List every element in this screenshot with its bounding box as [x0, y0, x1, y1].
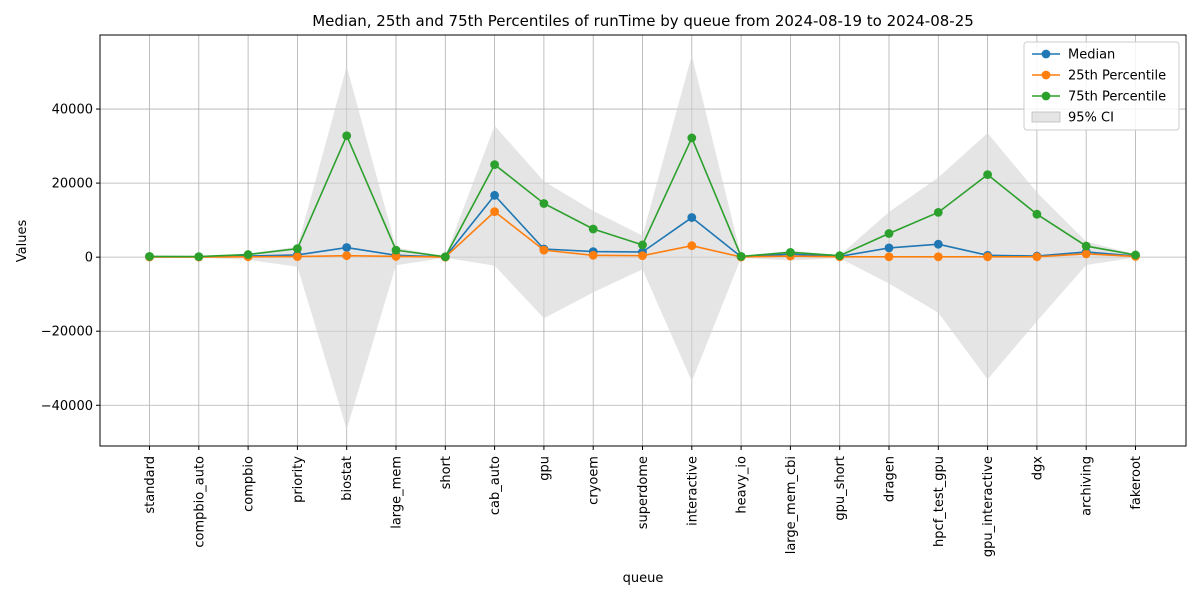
- data-point-25th-percentile: [884, 252, 894, 262]
- data-point-25th-percentile: [933, 252, 943, 262]
- x-tick-label: gpu: [537, 456, 552, 481]
- x-tick-label: hpcf_test_gpu: [932, 456, 947, 547]
- data-point-25th-percentile: [1081, 249, 1091, 259]
- data-point-75th-percentile: [884, 229, 894, 238]
- x-tick-label: dgx: [1030, 456, 1045, 481]
- data-point-75th-percentile: [490, 160, 499, 169]
- data-point-25th-percentile: [539, 245, 549, 255]
- data-point-25th-percentile: [490, 207, 499, 217]
- data-point-75th-percentile: [588, 224, 598, 234]
- data-point-25th-percentile: [588, 250, 598, 260]
- data-point-75th-percentile: [736, 252, 746, 261]
- x-tick-label: large_mem: [390, 456, 405, 529]
- data-point-75th-percentile: [835, 251, 845, 261]
- data-point-median: [933, 239, 943, 249]
- data-point-75th-percentile: [1081, 241, 1091, 251]
- data-point-75th-percentile: [1131, 250, 1140, 260]
- data-point-75th-percentile: [194, 252, 204, 262]
- x-tick-label: gpu_interactive: [981, 456, 996, 557]
- data-point-median: [687, 213, 697, 222]
- x-tick-label: large_mem_cbi: [784, 456, 799, 554]
- legend-box: [1023, 41, 1180, 131]
- data-point-75th-percentile: [1032, 209, 1042, 219]
- data-point-75th-percentile: [145, 252, 154, 261]
- legend-marker-median: [1041, 49, 1051, 59]
- x-tick-label: short: [439, 456, 454, 489]
- y-tick-label: 0: [85, 251, 93, 266]
- x-tick-label: priority: [291, 456, 306, 503]
- data-point-25th-percentile: [638, 251, 647, 261]
- legend-label-25th-percentile: 25th Percentile: [1068, 69, 1166, 84]
- x-tick-label: compbio: [242, 456, 257, 512]
- data-point-75th-percentile: [342, 131, 352, 141]
- x-tick-label: heavy_io: [735, 456, 750, 514]
- data-point-75th-percentile: [687, 133, 697, 143]
- series-75th-percentile: [145, 131, 1140, 262]
- data-point-25th-percentile: [983, 252, 992, 262]
- y-tick-label: 40000: [52, 103, 93, 118]
- y-tick-label: −20000: [41, 325, 93, 340]
- data-point-25th-percentile: [687, 241, 697, 251]
- chart-title: Median, 25th and 75th Percentiles of run…: [312, 12, 974, 30]
- legend-label-ci: 95% CI: [1068, 111, 1114, 126]
- x-tick-label: superdome: [636, 456, 651, 529]
- x-tick-label: dragen: [883, 456, 898, 502]
- legend-label-75th-percentile: 75th Percentile: [1068, 90, 1166, 105]
- series-layer: [145, 131, 1140, 262]
- data-point-75th-percentile: [440, 252, 450, 262]
- x-tick-label: cryoem: [587, 456, 602, 505]
- data-point-75th-percentile: [243, 250, 253, 259]
- data-point-25th-percentile: [391, 252, 401, 261]
- data-point-median: [342, 243, 352, 252]
- x-tick-label: interactive: [685, 456, 700, 526]
- x-tick-label: biostat: [340, 456, 355, 501]
- y-tick-label: 20000: [52, 177, 93, 192]
- x-tick-label: compbio_auto: [192, 456, 207, 548]
- x-tick-label: fakeroot: [1129, 456, 1144, 510]
- data-point-25th-percentile: [293, 252, 302, 262]
- y-tick-label: −40000: [41, 399, 93, 414]
- data-point-75th-percentile: [983, 170, 992, 179]
- legend-label-median: Median: [1068, 48, 1115, 63]
- data-point-75th-percentile: [638, 240, 647, 250]
- legend-marker-75th-percentile: [1041, 91, 1051, 101]
- x-tick-label: gpu_short: [833, 456, 848, 521]
- data-point-25th-percentile: [342, 251, 352, 261]
- x-tick-label: archiving: [1080, 456, 1095, 516]
- legend: Median 25th Percentile 75th Percentile 95% …: [1023, 41, 1180, 131]
- data-point-25th-percentile: [1032, 252, 1042, 262]
- data-point-75th-percentile: [786, 247, 795, 257]
- data-point-75th-percentile: [539, 199, 549, 208]
- data-point-median: [490, 190, 499, 200]
- data-point-75th-percentile: [293, 244, 302, 254]
- data-point-median: [884, 243, 894, 253]
- legend-marker-25th-percentile: [1041, 70, 1051, 80]
- data-point-75th-percentile: [391, 245, 401, 255]
- x-axis-label: queue: [623, 571, 664, 586]
- data-point-75th-percentile: [933, 207, 943, 217]
- x-tick-label: cab_auto: [488, 456, 503, 515]
- legend-swatch-ci: [1031, 111, 1061, 123]
- y-axis-label: Values: [15, 220, 30, 263]
- x-tick-label: standard: [143, 456, 158, 514]
- ticks-layer: standard compbio_auto compbio priority biost…: [41, 103, 1144, 558]
